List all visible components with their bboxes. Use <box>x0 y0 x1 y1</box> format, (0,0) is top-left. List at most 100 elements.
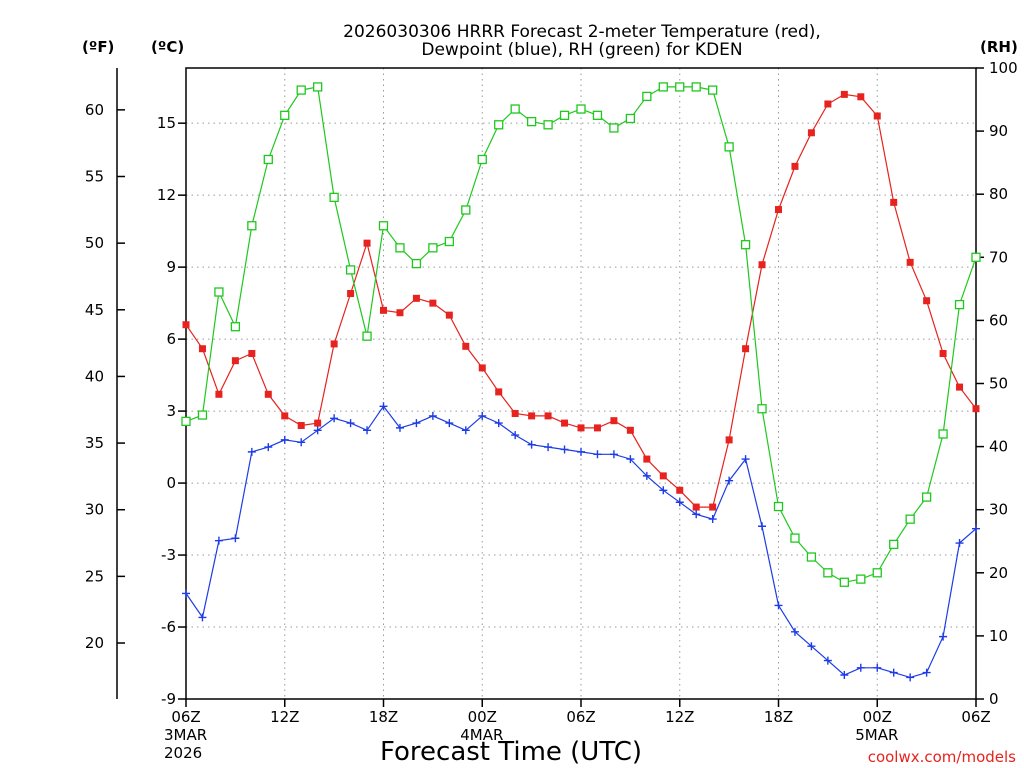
rh-point <box>675 82 685 92</box>
series-layer <box>181 82 981 682</box>
temperature-point <box>396 309 404 317</box>
dewpoint-point <box>856 663 865 672</box>
temperature-series <box>182 90 980 511</box>
rh-point <box>806 552 817 562</box>
dewpoint-point <box>297 438 306 447</box>
time-tick-label: 12Z <box>665 708 694 726</box>
temperature-point <box>857 93 865 101</box>
temperature-point <box>824 100 832 108</box>
temperature-point <box>248 350 256 358</box>
grid-lines <box>186 68 976 699</box>
rh-unit-label: (RH) <box>980 38 1018 56</box>
dewpoint-point <box>675 498 684 507</box>
celsius-axis: -9 -6 -3 0 3 6 9 12 15 <box>157 114 186 708</box>
rh-tick-label: 80 <box>989 185 1008 203</box>
rh-point <box>329 192 339 203</box>
temperature-point <box>478 364 486 372</box>
temperature-point <box>692 503 700 511</box>
dewpoint-point <box>412 419 421 428</box>
temperature-point <box>544 412 552 420</box>
dewpoint-point <box>725 476 734 485</box>
temperature-point <box>297 421 305 429</box>
rh-point <box>444 236 454 247</box>
rh-point <box>345 265 356 275</box>
dewpoint-point <box>972 524 980 533</box>
temperature-point <box>709 503 717 511</box>
rh-point <box>724 142 734 152</box>
dewpoint-point <box>544 443 553 452</box>
rh-tick-label: 40 <box>989 438 1008 456</box>
dewpoint-point <box>494 419 503 428</box>
temperature-point <box>198 345 206 353</box>
temperature-point <box>281 412 289 420</box>
rh-point <box>790 533 800 543</box>
rh-point <box>247 221 257 231</box>
fahrenheit-tick-label: 60 <box>85 101 104 119</box>
rh-point <box>691 82 701 92</box>
dewpoint-point <box>758 522 767 531</box>
rh-tick-label: 70 <box>989 248 1008 266</box>
time-tick-label: 18Z <box>369 708 398 726</box>
rh-point <box>543 120 553 130</box>
temperature-point <box>182 321 190 329</box>
rh-point <box>872 568 882 578</box>
rh-point <box>296 85 306 95</box>
dewpoint-point <box>231 534 240 543</box>
celsius-tick-label: 9 <box>166 258 176 276</box>
rh-point <box>576 104 586 114</box>
temperature-point <box>775 206 782 214</box>
chart-title: 2026030306 HRRR Forecast 2-meter Tempera… <box>343 22 821 60</box>
rh-point <box>230 322 241 332</box>
fahrenheit-tick-label: 55 <box>85 167 104 185</box>
rh-series <box>181 82 981 587</box>
rh-point <box>642 91 652 102</box>
rh-point <box>592 110 603 120</box>
temperature-point <box>626 426 634 434</box>
time-tick-label: 06Z <box>566 708 595 726</box>
date-label: 5MAR <box>855 726 898 744</box>
rh-point <box>362 331 372 341</box>
time-tick-label: 18Z <box>764 708 793 726</box>
dewpoint-point <box>511 431 520 440</box>
rh-point <box>214 287 224 297</box>
dewpoint-point <box>873 663 882 672</box>
dewpoint-point <box>428 411 437 420</box>
time-tick-label: 12Z <box>270 708 299 726</box>
rh-point <box>477 154 487 165</box>
rh-point <box>461 205 471 215</box>
rh-tick-label: 20 <box>989 564 1008 582</box>
dewpoint-point <box>626 455 635 464</box>
temperature-point <box>659 472 667 480</box>
rh-point <box>263 154 273 165</box>
rh-point <box>609 123 619 133</box>
temperature-point <box>593 424 601 432</box>
rh-point <box>971 252 981 262</box>
celsius-tick-label: 12 <box>157 186 176 204</box>
temperature-point <box>330 340 338 348</box>
temperature-point <box>231 357 239 365</box>
dewpoint-point <box>247 447 256 456</box>
celsius-tick-label: 15 <box>157 114 176 132</box>
celsius-tick-label: -6 <box>161 618 176 636</box>
rh-point <box>856 574 866 584</box>
rh-line <box>185 86 977 583</box>
dewpoint-point <box>461 426 470 435</box>
temperature-point <box>511 409 519 417</box>
dewpoint-point <box>906 673 915 682</box>
rh-point <box>395 243 405 253</box>
celsius-unit-label: (ºC) <box>151 38 184 56</box>
dewpoint-point <box>395 423 404 432</box>
fahrenheit-unit-label: (ºF) <box>82 38 114 56</box>
temperature-point <box>972 405 980 413</box>
rh-point <box>938 429 948 439</box>
dewpoint-point <box>560 445 569 454</box>
temperature-point <box>363 239 371 247</box>
rh-point <box>740 240 751 250</box>
rh-point <box>773 501 784 512</box>
dewpoint-point <box>346 419 355 428</box>
dewpoint-point <box>609 450 618 459</box>
dewpoint-point <box>807 642 816 651</box>
rh-point <box>625 113 636 124</box>
temperature-point <box>676 486 684 494</box>
temperature-point <box>807 129 815 137</box>
